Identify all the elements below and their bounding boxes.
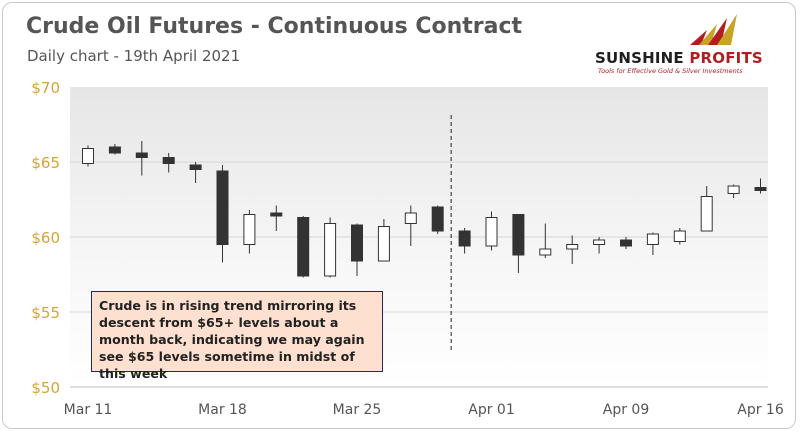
candle-up (324, 223, 337, 277)
x-tick-label: Mar 11 (64, 402, 113, 418)
chart-title: Crude Oil Futures - Continuous Contract (26, 14, 523, 39)
candle-up (539, 248, 552, 256)
candle-down (754, 187, 767, 191)
logo-name: SUNSHINE PROFITS (595, 49, 763, 67)
candle-down (512, 214, 525, 256)
y-tick-label: $55 (31, 304, 60, 322)
y-tick-label: $50 (31, 379, 60, 397)
candle-up (673, 230, 686, 242)
sunshine-profits-logo: SUNSHINE PROFITS Tools for Effective Gol… (595, 12, 775, 75)
candle-down (135, 152, 148, 158)
candle-up (82, 148, 94, 164)
y-tick-label: $60 (31, 229, 60, 247)
candle-down (620, 239, 632, 247)
candle-up (727, 185, 740, 194)
candle-up (700, 196, 713, 232)
x-tick-label: Mar 25 (333, 402, 382, 418)
candle-up (377, 226, 390, 262)
x-tick-label: Apr 09 (603, 402, 649, 418)
candle-down (351, 224, 363, 262)
candle-up (593, 239, 606, 245)
candle-up (646, 233, 659, 245)
logo-tagline: Tools for Effective Gold & Silver Invest… (598, 67, 743, 75)
candle-down (458, 230, 471, 247)
logo-bars-icon (690, 14, 737, 45)
x-tick-label: Apr 16 (737, 402, 784, 418)
candle-down (189, 164, 202, 170)
candle-down (297, 217, 310, 277)
candle-up (485, 217, 498, 247)
candle-up (243, 214, 256, 245)
annotation-box: Crude is in rising trend mirroring its d… (91, 291, 383, 381)
candle-down (431, 206, 444, 232)
candle-down (216, 170, 229, 245)
candle-up (404, 212, 417, 224)
chart-subtitle: Daily chart - 19th April 2021 (27, 47, 241, 65)
y-tick-label: $70 (31, 79, 60, 97)
candle-down (162, 157, 175, 164)
logo-name-part1: SUNSHINE (595, 49, 684, 67)
x-tick-label: Mar 18 (198, 402, 247, 418)
candle-down (108, 146, 121, 154)
y-tick-label: $65 (31, 154, 60, 172)
candle-down (270, 212, 283, 217)
x-tick-label: Apr 01 (468, 402, 514, 418)
candle-up (566, 244, 579, 250)
logo-name-part2: PROFITS (689, 49, 763, 67)
